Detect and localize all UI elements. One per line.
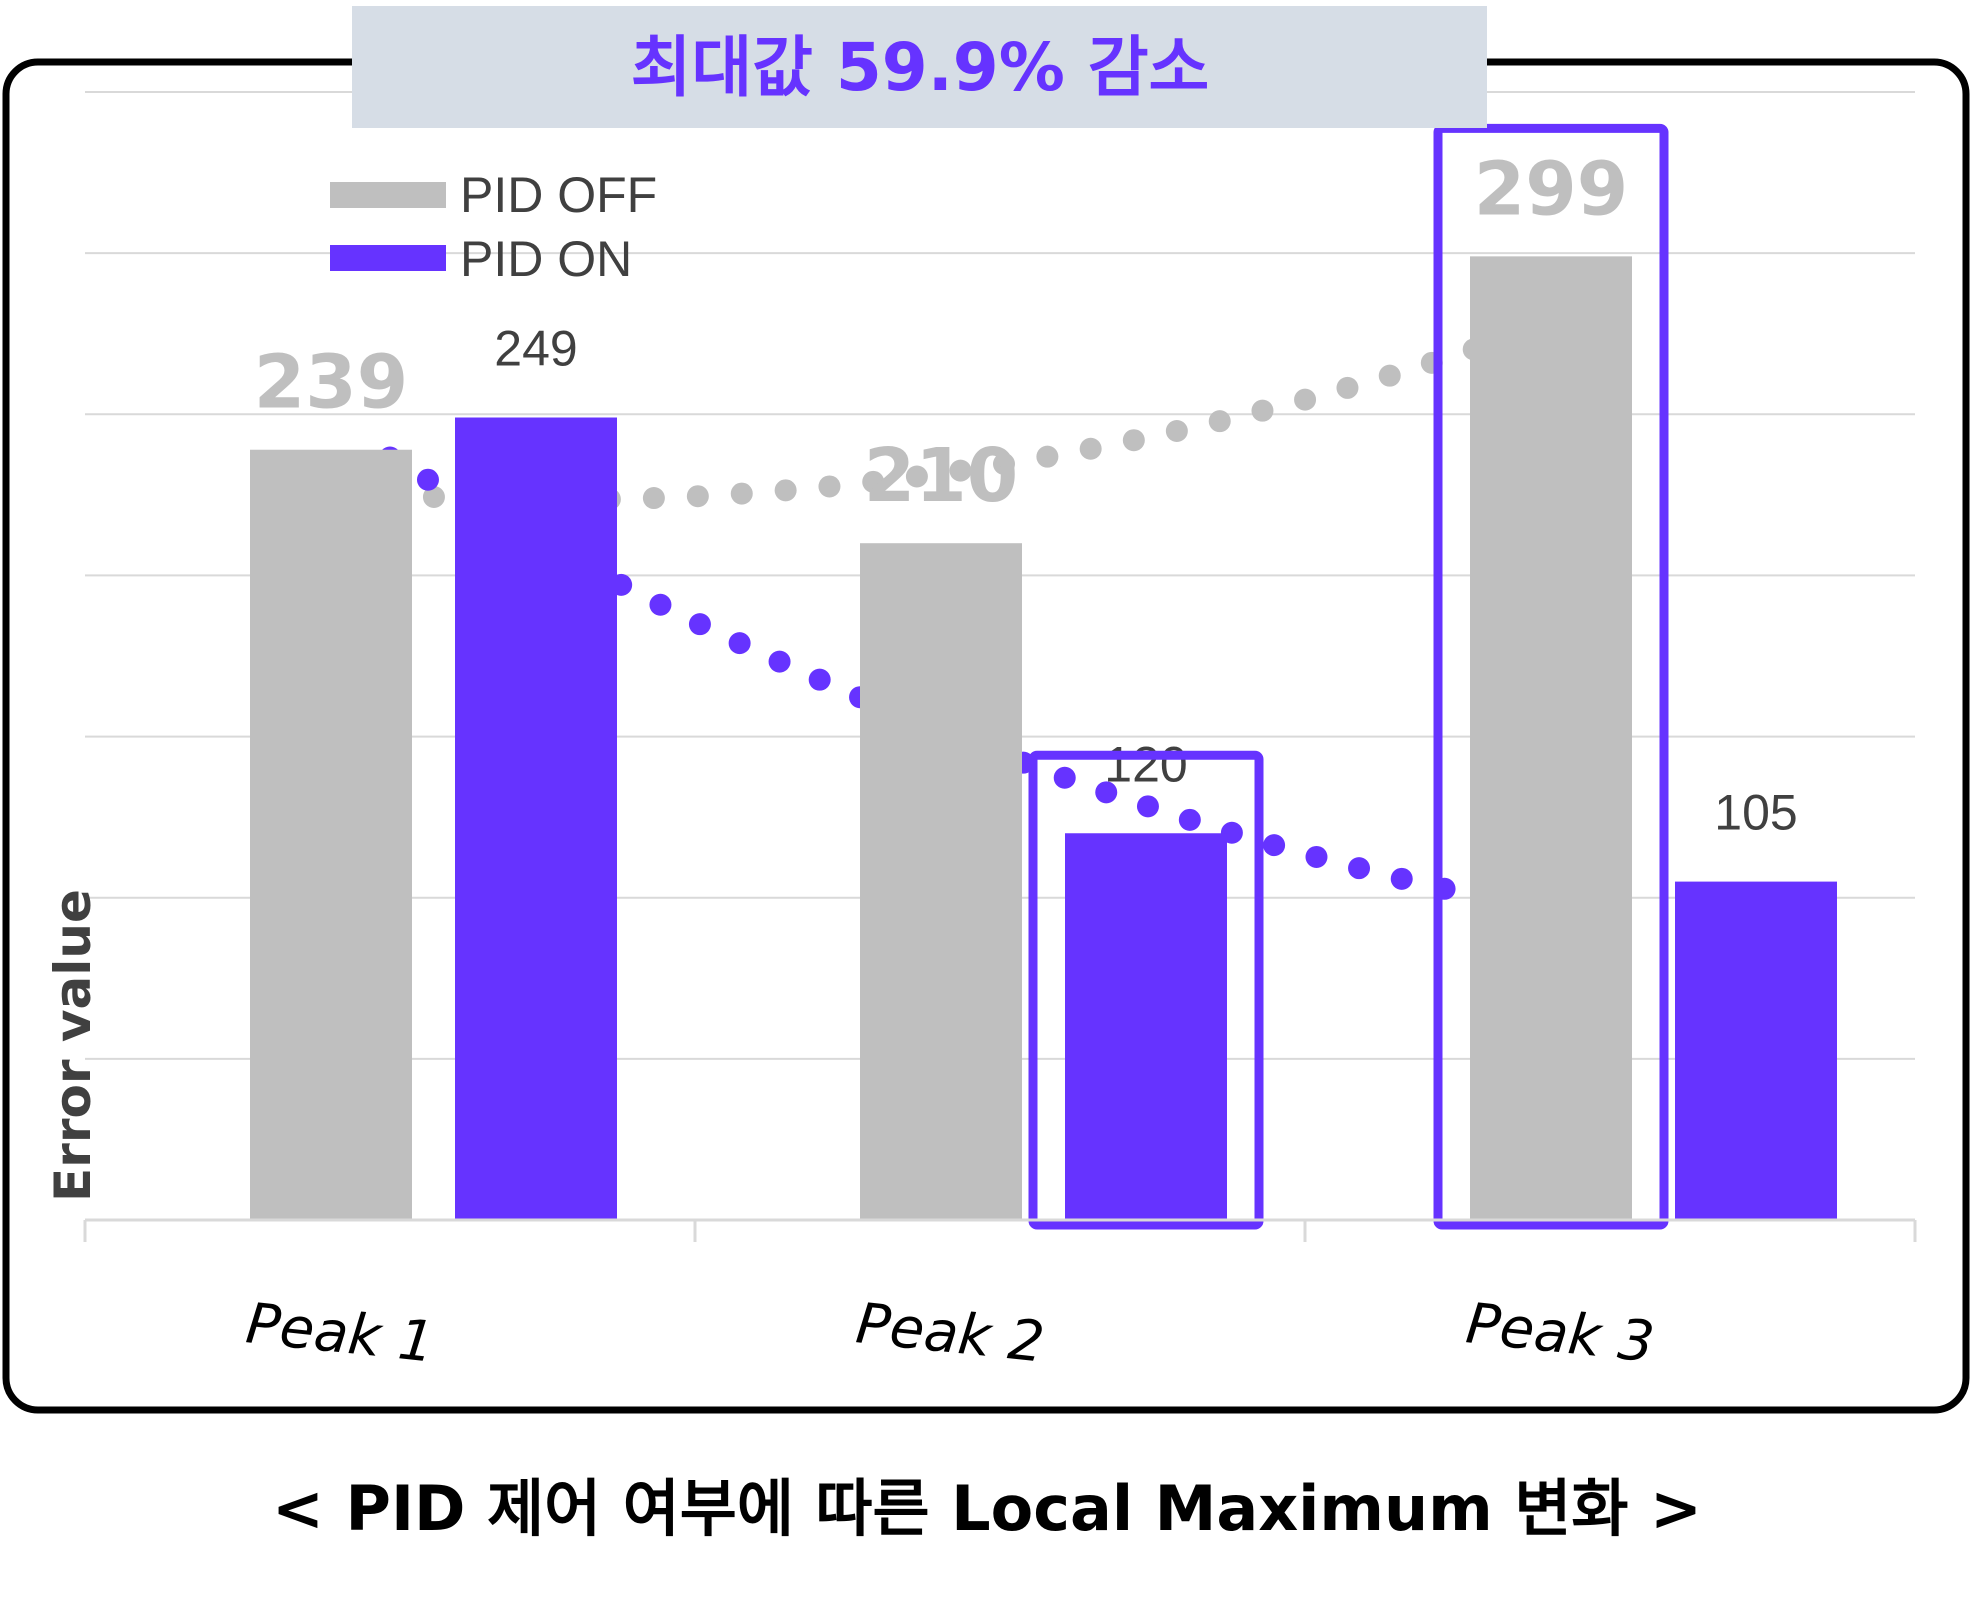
- legend-swatch-pid-on: [330, 245, 446, 271]
- data-label: 239: [254, 340, 408, 426]
- banner-text: 최대값 59.9% 감소: [631, 29, 1210, 106]
- highlight-box: [1028, 750, 1264, 1230]
- trendline-pid-off: [379, 297, 1601, 511]
- legend: PID OFF PID ON: [330, 167, 657, 287]
- bars: [250, 256, 1837, 1221]
- data-label: 299: [1474, 146, 1628, 232]
- bar-pid-off-peak-1: [250, 449, 412, 1220]
- y-axis-label: Error value: [44, 889, 102, 1202]
- data-label: 210: [864, 433, 1018, 519]
- highlight-box: [1433, 123, 1669, 1230]
- data-label: 249: [494, 321, 577, 377]
- data-labels: 239 210 299 249 120 105: [254, 146, 1798, 840]
- figure-caption: < PID 제어 여부에 따른 Local Maximum 변화 >: [272, 1472, 1702, 1545]
- data-label: 105: [1714, 785, 1797, 841]
- legend-label-pid-on: PID ON: [460, 231, 632, 287]
- bar-pid-on-peak-2: [1065, 833, 1227, 1220]
- data-label: 120: [1104, 736, 1187, 792]
- highlight-boxes: [1028, 123, 1669, 1230]
- bar-pid-on-peak-3: [1675, 881, 1837, 1220]
- legend-swatch-pid-off: [330, 182, 446, 208]
- bar-pid-on-peak-1: [455, 417, 617, 1221]
- banner-background: [352, 6, 1487, 128]
- bar-pid-off-peak-2: [860, 543, 1022, 1220]
- legend-label-pid-off: PID OFF: [460, 167, 657, 223]
- bar-pid-off-peak-3: [1470, 256, 1632, 1220]
